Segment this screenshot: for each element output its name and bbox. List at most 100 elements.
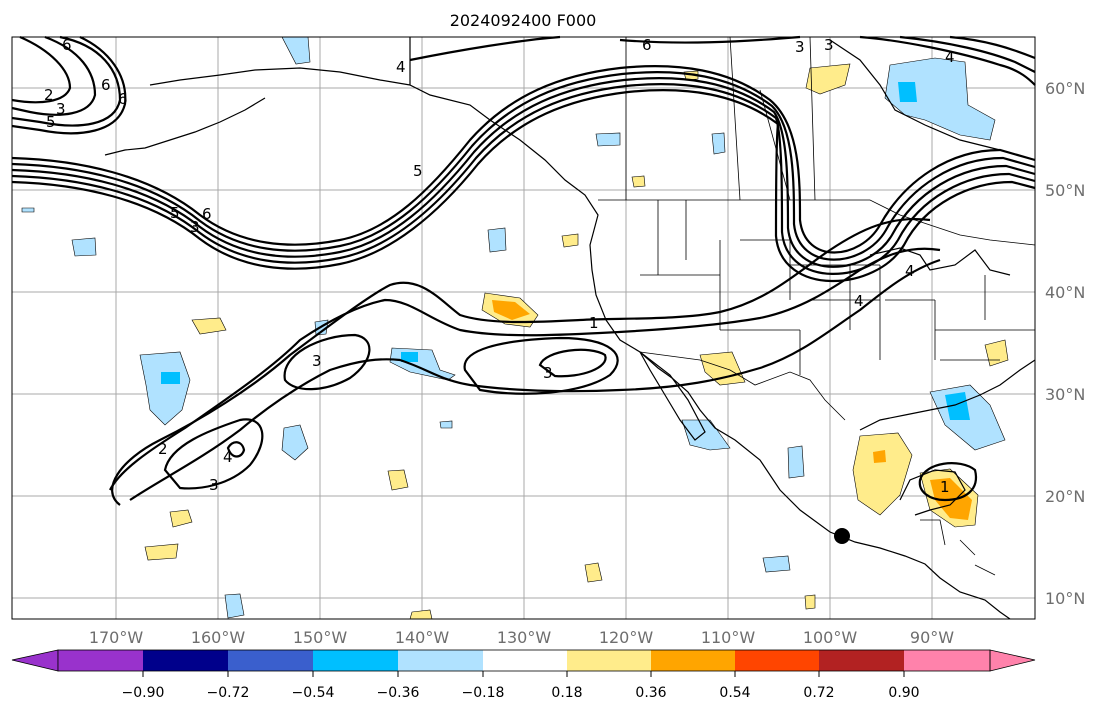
contour-label: 2	[44, 86, 54, 104]
hudson-coast	[829, 39, 1036, 161]
low-contour	[109, 247, 941, 491]
positive-core	[492, 300, 530, 320]
northeast-contour	[949, 35, 1036, 60]
contour-label: 4	[396, 58, 406, 76]
colorbar: −0.90 −0.72 −0.54 −0.36 −0.18 0.18 0.36 …	[11, 649, 1036, 701]
colorbar-segment	[228, 650, 313, 671]
jet-contour	[11, 77, 1036, 268]
low-contour	[129, 258, 941, 501]
polar-contour	[11, 35, 122, 127]
lon-tick-label: 130°W	[497, 628, 552, 647]
map-panel: 6 6 6 5 3 2 5 6 5 3 6 1 3 3 2 4 3 1 3 4 …	[11, 35, 1036, 620]
contour-label: 3	[56, 100, 66, 118]
negative-patch	[884, 57, 996, 141]
colorbar-tick-label: −0.18	[462, 685, 505, 701]
polar-contour	[11, 35, 72, 104]
closed-contour	[538, 348, 607, 378]
colorbar-tick-label: 0.54	[719, 685, 750, 701]
closed-contour	[163, 418, 264, 490]
negative-patch	[224, 593, 245, 619]
northeast-contour	[859, 35, 1036, 86]
negative-patch	[439, 420, 453, 429]
lon-tick-label: 140°W	[395, 628, 450, 647]
jet-contour	[11, 89, 1036, 283]
colorbar-segment	[313, 650, 398, 671]
map-title: 2024092400 F000	[450, 11, 597, 30]
positive-core	[873, 450, 886, 463]
graticule	[12, 37, 1035, 619]
contour-label: 6	[118, 90, 128, 108]
political-borders	[409, 36, 1036, 576]
closed-contour	[918, 462, 978, 502]
contour-label: 6	[101, 76, 111, 94]
contour-label: 1	[940, 478, 950, 496]
negative-patch	[71, 237, 97, 257]
contour-label: 6	[62, 36, 72, 54]
negative-patch	[281, 424, 309, 461]
jet-contour	[11, 65, 1036, 254]
colorbar-segment	[567, 650, 651, 671]
contour-label: 6	[202, 205, 212, 223]
colorbar-tick-label: −0.90	[122, 685, 165, 701]
contour-label: 3	[795, 38, 805, 56]
positive-patch	[805, 63, 851, 95]
contour-label: 4	[223, 448, 233, 466]
colorbar-segment	[143, 650, 228, 671]
lon-tick-label: 150°W	[293, 628, 348, 647]
colorbar-tick-label: 0.18	[551, 685, 582, 701]
negative-patch	[762, 555, 791, 573]
negative-patch	[681, 419, 731, 451]
colorbar-tick-label: 0.36	[635, 685, 666, 701]
contour-label: 3	[824, 36, 834, 54]
contours	[11, 35, 1036, 506]
contour-label: 3	[543, 364, 553, 382]
negative-patch	[487, 227, 507, 253]
lat-tick-label: 50°N	[1045, 181, 1085, 200]
colorbar-frame	[57, 649, 991, 672]
contour-label: 2	[158, 440, 168, 458]
lat-tick-label: 60°N	[1045, 79, 1085, 98]
negative-patch	[139, 351, 191, 426]
lon-tick-label: 100°W	[803, 628, 858, 647]
lon-tick-label: 110°W	[701, 628, 756, 647]
lat-tick-label: 40°N	[1045, 283, 1085, 302]
top-contour	[619, 35, 801, 44]
contour-label: 4	[945, 48, 955, 66]
contour-label-group: 6 6 6 5 3 2 5 6 5 3 6 1 3 3 2 4 3 1 3 4 …	[44, 36, 955, 496]
lon-labels: 170°W 160°W 150°W 140°W 130°W 120°W 110°…	[89, 628, 954, 647]
yucatan-coast	[899, 469, 966, 516]
baja-coast	[639, 351, 706, 441]
negative-core	[945, 392, 970, 420]
lon-tick-label: 160°W	[191, 628, 246, 647]
lat-tick-label: 30°N	[1045, 385, 1085, 404]
colorbar-segment	[819, 650, 904, 671]
positive-patch	[169, 509, 193, 528]
colorbar-tick-label: 0.90	[888, 685, 919, 701]
colorbar-segment	[483, 650, 567, 671]
map-frame	[11, 36, 1036, 620]
colorbar-tick-label: 0.72	[803, 685, 834, 701]
closed-contour	[226, 441, 246, 458]
colorbar-tick-label: −0.54	[292, 685, 335, 701]
colorbar-tick-label: −0.36	[377, 685, 420, 701]
contour-label: 5	[170, 204, 180, 222]
us-mexico-border	[639, 351, 846, 421]
closed-contour	[283, 333, 371, 391]
positive-patch	[804, 594, 816, 610]
lat-tick-label: 10°N	[1045, 589, 1085, 608]
lon-tick-label: 170°W	[89, 628, 144, 647]
polar-contour	[11, 35, 97, 116]
lon-tick-label: 120°W	[599, 628, 654, 647]
us-canada-border	[598, 199, 1036, 246]
lat-labels: 60°N 50°N 40°N 30°N 20°N 10°N	[1045, 79, 1085, 608]
positive-patch	[852, 432, 913, 516]
colorbar-segment	[398, 650, 483, 671]
positive-patch	[699, 351, 746, 386]
lat-tick-label: 20°N	[1045, 487, 1085, 506]
colorbar-segment	[735, 650, 819, 671]
contour-label: 3	[312, 352, 322, 370]
negative-patch	[595, 132, 621, 147]
colorbar-segment	[651, 650, 735, 671]
positive-patch	[387, 469, 409, 491]
gulf-coast	[859, 359, 1036, 431]
